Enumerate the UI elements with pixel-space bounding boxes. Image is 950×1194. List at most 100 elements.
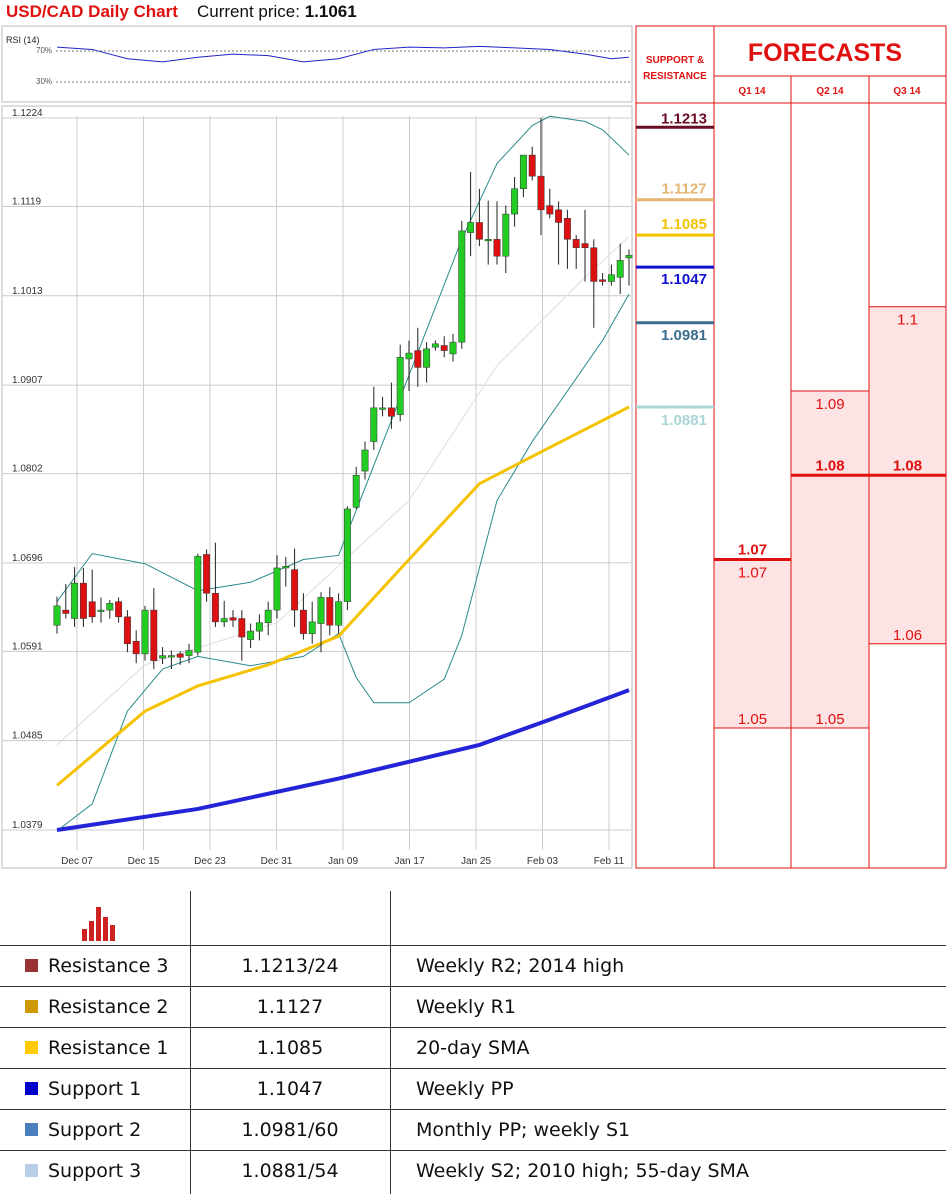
candle xyxy=(273,555,281,619)
x-tick-label: Dec 07 xyxy=(61,856,93,867)
candle xyxy=(299,593,307,640)
candle xyxy=(326,587,334,636)
candle-body xyxy=(379,407,387,410)
sr-table: Resistance 3 1.1213/24 Weekly R2; 2014 hig… xyxy=(0,877,950,1194)
candle-body xyxy=(352,475,360,508)
forecast-low-label: 1.06 xyxy=(893,627,922,644)
candle-body xyxy=(247,630,255,640)
color-swatch xyxy=(25,1123,38,1136)
candle-body xyxy=(123,616,131,645)
candle-body xyxy=(484,239,492,242)
y-tick-label: 1.1224 xyxy=(12,108,43,119)
color-swatch xyxy=(25,959,38,972)
candle xyxy=(141,605,149,661)
candle xyxy=(62,583,70,619)
forecast-col-q3: Q3 14 xyxy=(893,86,921,97)
table-row: Support 1 1.1047 Weekly PP xyxy=(0,1068,946,1109)
row-name: Resistance 1 xyxy=(48,1036,169,1059)
row-value: 1.0881/54 xyxy=(241,1159,339,1182)
candle xyxy=(467,171,475,257)
candle-body xyxy=(528,154,536,177)
candle-body xyxy=(273,567,281,611)
candle xyxy=(423,342,431,383)
candle xyxy=(115,597,123,623)
candle xyxy=(150,588,158,670)
forecast-range xyxy=(791,391,869,729)
candle-body xyxy=(141,609,149,655)
candle xyxy=(123,610,131,653)
candle-body xyxy=(211,592,219,623)
candle xyxy=(528,146,536,181)
sr-level-label: 1.0981 xyxy=(661,327,707,344)
candle xyxy=(238,610,246,661)
row-value: 1.1213/24 xyxy=(241,954,339,977)
sr-level-label: 1.0881 xyxy=(661,412,707,429)
forecast-col-q1: Q1 14 xyxy=(738,86,766,97)
candle-body xyxy=(449,341,457,355)
candle xyxy=(431,340,439,351)
candle xyxy=(335,593,343,634)
forecasts-title: FORECASTS xyxy=(748,39,902,67)
bollinger-lower-line xyxy=(56,293,630,832)
table-row-divider xyxy=(0,1109,946,1110)
candle-body xyxy=(502,213,510,257)
y-axis-labels: 1.1224 1.1119 1.1013 1.0907 1.0802 1.0696 1.05… xyxy=(12,108,43,831)
candle xyxy=(203,549,211,602)
sma200-line xyxy=(56,688,630,832)
row-note: Weekly R1 xyxy=(416,995,516,1018)
candle xyxy=(282,556,290,587)
row-name-cell: Resistance 1 xyxy=(0,1027,190,1068)
price-grid xyxy=(2,116,631,850)
candle-body xyxy=(607,274,615,282)
candle xyxy=(475,188,483,247)
candle-body xyxy=(625,255,633,259)
rsi-70-label: 70% xyxy=(36,46,52,55)
row-name-cell: Support 1 xyxy=(0,1068,190,1109)
candle-body xyxy=(467,222,475,233)
candle-body xyxy=(317,597,325,624)
candle-body xyxy=(238,618,246,638)
table-row-divider xyxy=(0,945,946,946)
row-note: Monthly PP; weekly S1 xyxy=(416,1118,631,1141)
candle-body xyxy=(167,655,175,658)
row-value: 1.1127 xyxy=(256,995,324,1018)
candle-body xyxy=(159,655,167,659)
candle xyxy=(361,441,369,480)
y-tick-label: 1.1119 xyxy=(12,196,42,207)
sma55-line xyxy=(56,405,630,787)
candle xyxy=(308,601,316,644)
candle xyxy=(599,273,607,286)
candles xyxy=(53,118,633,670)
row-name-cell: Support 3 xyxy=(0,1150,190,1191)
table-row-divider xyxy=(0,1027,946,1028)
candle-body xyxy=(132,641,140,655)
candle-body xyxy=(291,569,299,611)
rsi-30-label: 30% xyxy=(36,77,52,86)
sr-header-line1: SUPPORT & xyxy=(646,55,704,66)
candle xyxy=(493,201,501,265)
row-note: Weekly PP xyxy=(416,1077,514,1100)
candle-body xyxy=(519,154,527,190)
color-swatch xyxy=(25,1000,38,1013)
candle-body xyxy=(229,617,237,621)
candle-body xyxy=(71,582,79,619)
candle xyxy=(387,382,395,429)
candle xyxy=(572,235,580,269)
y-tick-label: 1.0802 xyxy=(12,464,43,475)
x-tick-label: Feb 03 xyxy=(527,856,559,867)
candle xyxy=(220,600,228,627)
candle xyxy=(88,569,96,623)
row-value: 1.1047 xyxy=(256,1077,324,1100)
sr-level-label: 1.1085 xyxy=(661,216,707,233)
candle xyxy=(537,118,545,236)
candle xyxy=(414,327,422,387)
row-name: Resistance 2 xyxy=(48,995,169,1018)
candle-body xyxy=(423,348,431,368)
candle-body xyxy=(97,609,105,612)
x-tick-label: Dec 15 xyxy=(128,856,160,867)
candle-body xyxy=(326,597,334,626)
row-value: 1.0981/60 xyxy=(241,1118,339,1141)
candle xyxy=(352,466,360,509)
x-tick-label: Dec 23 xyxy=(194,856,226,867)
candle xyxy=(247,623,255,648)
